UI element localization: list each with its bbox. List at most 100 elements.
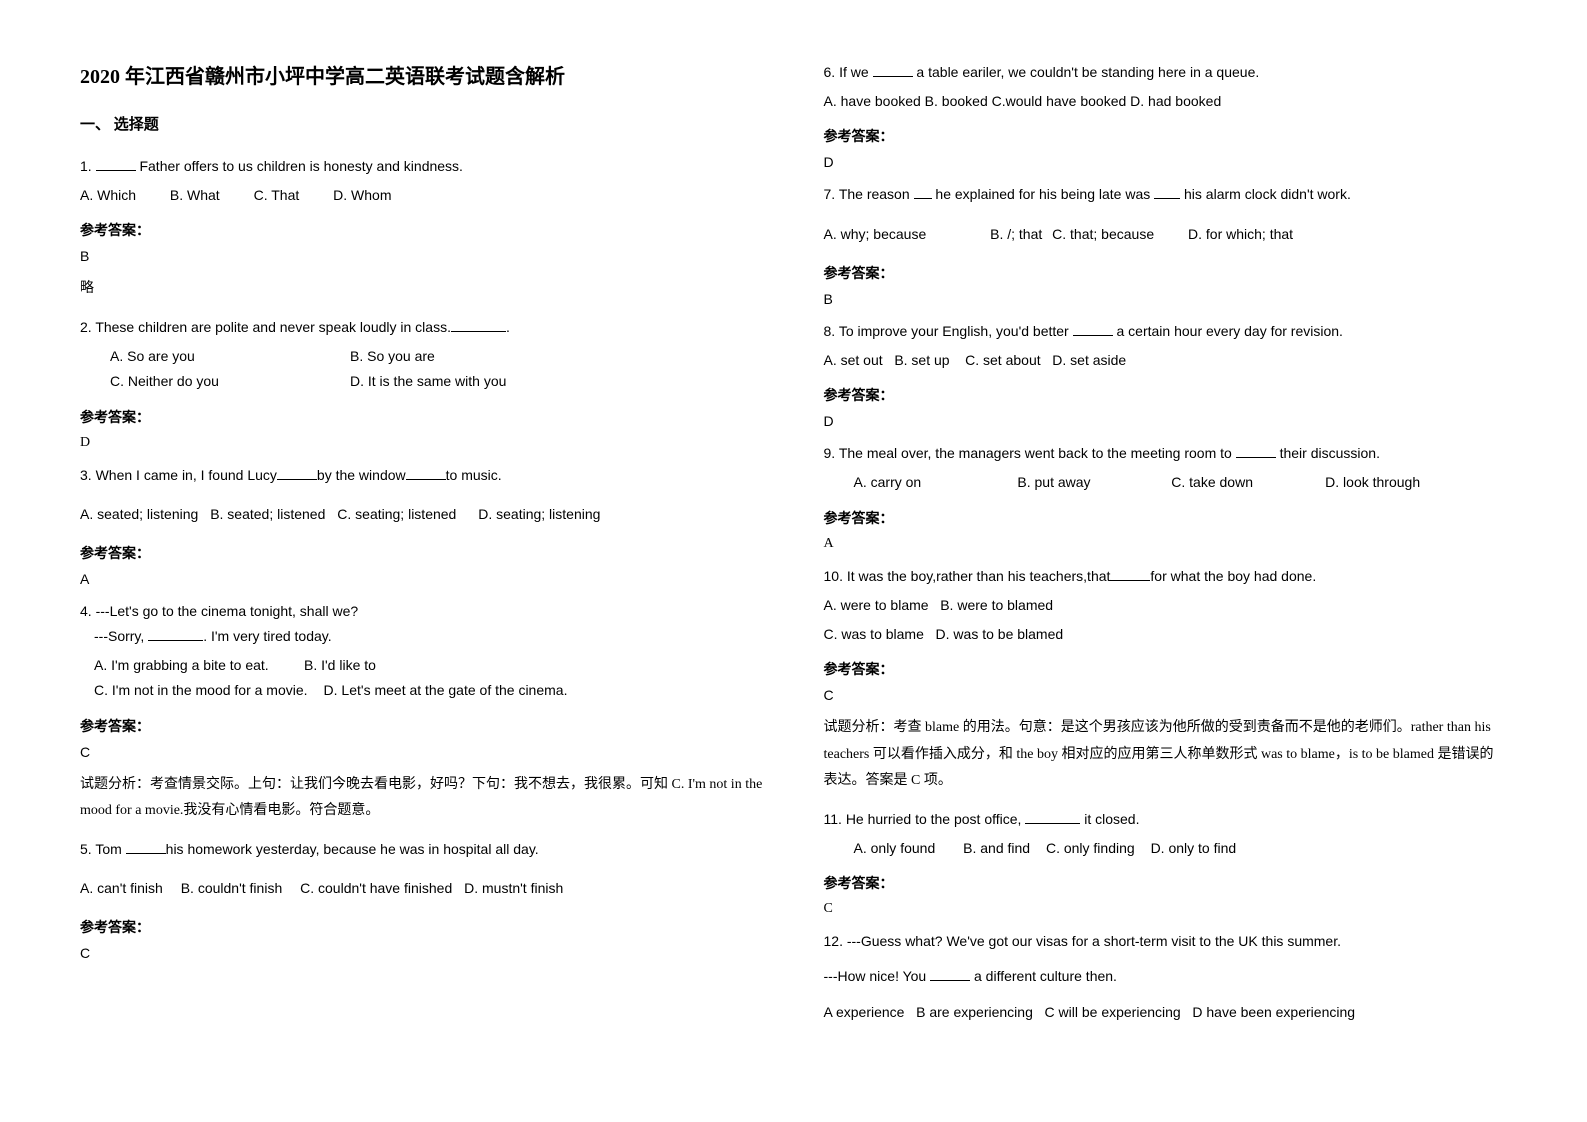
q8-t2: a certain hour every day for revision. [1113, 323, 1343, 339]
q3-optD: D. seating; listening [478, 506, 600, 522]
q1-explain: 略 [80, 276, 764, 303]
q10-opt-line1: A. were to blame B. were to blamed [824, 593, 1508, 618]
question-2: 2. These children are polite and never s… [80, 315, 764, 395]
q4-blank [148, 627, 203, 641]
q4-answer: C [80, 744, 764, 760]
question-6: 6. If we a table eariler, we couldn't be… [824, 60, 1508, 114]
q6-blank [873, 63, 913, 77]
q8-t1: To improve your English, you'd better [839, 323, 1073, 339]
q4-line2: ---Sorry, . I'm very tired today. [80, 624, 764, 649]
q3-blank1 [277, 466, 317, 480]
right-column: 6. If we a table eariler, we couldn't be… [824, 60, 1508, 1037]
q3-optB: B. seated; listened [210, 506, 325, 522]
q6-answer: D [824, 154, 1508, 170]
q9-text: 9. The meal over, the managers went back… [824, 441, 1508, 466]
q9-t1: The meal over, the managers went back to… [839, 445, 1236, 461]
q2-opt-row2: C. Neither do youD. It is the same with … [110, 369, 764, 394]
q2-body: These children are polite and never spea… [95, 319, 451, 335]
q3-num: 3. [80, 467, 96, 483]
q10-t2: for what the boy had done. [1150, 568, 1316, 584]
q1-body: Father offers to us children is honesty … [139, 158, 462, 174]
q7-t1: The reason [839, 186, 914, 202]
q2-opt-row1: A. So are youB. So you are [110, 344, 764, 369]
left-column: 2020 年江西省赣州市小坪中学高二英语联考试题含解析 一、 选择题 1. Fa… [80, 60, 764, 1037]
q10-opt-line2: C. was to blame D. was to be blamed [824, 622, 1508, 647]
q3-text: 3. When I came in, I found Lucy by the wi… [80, 463, 764, 488]
q5-options: A. can't finish B. couldn't finish C. co… [80, 876, 764, 901]
q4-options: A. I'm grabbing a bite to eat.B. I'd lik… [80, 653, 764, 703]
q5-answer-label: 参考答案： [80, 917, 764, 937]
q7-blank2 [1154, 185, 1180, 199]
q10-blank [1110, 567, 1150, 581]
q12-l2a: ---How nice! You [824, 968, 931, 984]
q11-optB: B. and find [963, 840, 1030, 856]
question-11: 11. He hurried to the post office, it cl… [824, 807, 1508, 861]
q8-options: A. set out B. set up C. set about D. set… [824, 348, 1508, 373]
q10-t1: It was the boy,rather than his teachers,… [847, 568, 1111, 584]
question-7: 7. The reason he explained for his being… [824, 182, 1508, 246]
q9-optB: B. put away [1017, 470, 1167, 495]
q6-options: A. have booked B. booked C.would have bo… [824, 89, 1508, 114]
q7-blank1 [914, 185, 932, 199]
q5-optD: D. mustn't finish [464, 880, 563, 896]
question-5: 5. Tom his homework yesterday, because h… [80, 837, 764, 901]
question-12: 12. ---Guess what? We've got our visas f… [824, 929, 1508, 1025]
q1-options: A. Which B. What C. That D. Whom [80, 183, 764, 208]
question-9: 9. The meal over, the managers went back… [824, 441, 1508, 495]
q3-blank2 [406, 466, 446, 480]
q5-t1: Tom [95, 841, 125, 857]
q3-t3: to music. [446, 467, 502, 483]
q8-answer: D [824, 413, 1508, 429]
q5-num: 5. [80, 841, 95, 857]
q12-l2b: a different culture then. [970, 968, 1117, 984]
q9-blank [1236, 444, 1276, 458]
q2-optB: B. So you are [350, 348, 435, 364]
q11-optA: A. only found [854, 840, 936, 856]
q10-text: 10. It was the boy,rather than his teach… [824, 564, 1508, 589]
q11-optD: D. only to find [1151, 840, 1237, 856]
q12-num: 12. [824, 933, 847, 949]
q4-answer-label: 参考答案： [80, 716, 764, 736]
q4-l2b: . I'm very tired today. [203, 628, 331, 644]
q4-l1: ---Let's go to the cinema tonight, shall… [96, 603, 359, 619]
q6-num: 6. [824, 64, 840, 80]
q11-text: 11. He hurried to the post office, it cl… [824, 807, 1508, 832]
q4-explain: 试题分析：考查情景交际。上句：让我们今晚去看电影，好吗？下句：我不想去，我很累。… [80, 772, 764, 825]
q12-blank [930, 967, 970, 981]
q5-optB: B. couldn't finish [181, 880, 283, 896]
q10-answer: C [824, 687, 1508, 703]
question-3: 3. When I came in, I found Lucy by the wi… [80, 463, 764, 527]
q7-options: A. why; because B. /; that C. that; beca… [824, 222, 1508, 247]
q3-answer: A [80, 571, 764, 587]
q7-optD: D. for which; that [1188, 226, 1293, 242]
q10-answer-label: 参考答案： [824, 659, 1508, 679]
q7-answer-label: 参考答案： [824, 263, 1508, 283]
q5-optA: A. can't finish [80, 880, 163, 896]
q3-t1: When I came in, I found Lucy [96, 467, 277, 483]
q3-optC: C. seating; listened [337, 506, 456, 522]
q9-optD: D. look through [1325, 474, 1420, 490]
q8-text: 8. To improve your English, you'd better… [824, 319, 1508, 344]
page-title: 2020 年江西省赣州市小坪中学高二英语联考试题含解析 [80, 60, 764, 89]
q9-t2: their discussion. [1276, 445, 1380, 461]
q10-explain: 试题分析：考查 blame 的用法。句意：是这个男孩应该为他所做的受到责备而不是… [824, 715, 1508, 795]
q11-t1: He hurried to the post office, [846, 811, 1026, 827]
q11-num: 11. [824, 811, 846, 827]
q11-answer-label: 参考答案： [824, 873, 1508, 893]
q12-options: A experience B are experiencing C will b… [824, 1000, 1508, 1025]
q1-text: 1. Father offers to us children is hones… [80, 154, 764, 179]
q2-optD: D. It is the same with you [350, 373, 506, 389]
q9-optA: A. carry on [854, 470, 1014, 495]
q7-optC: C. that; because [1052, 226, 1154, 242]
q11-optC: C. only finding [1046, 840, 1135, 856]
q10-num: 10. [824, 568, 847, 584]
q11-blank [1025, 810, 1080, 824]
q2-blank [451, 318, 506, 332]
q9-options: A. carry on B. put away C. take down D. … [824, 470, 1508, 495]
q3-t2: by the window [317, 467, 406, 483]
q11-t2: it closed. [1080, 811, 1139, 827]
q7-t3: his alarm clock didn't work. [1180, 186, 1351, 202]
q1-optC: C. That [254, 187, 300, 203]
question-10: 10. It was the boy,rather than his teach… [824, 564, 1508, 648]
q4-num: 4. [80, 603, 96, 619]
